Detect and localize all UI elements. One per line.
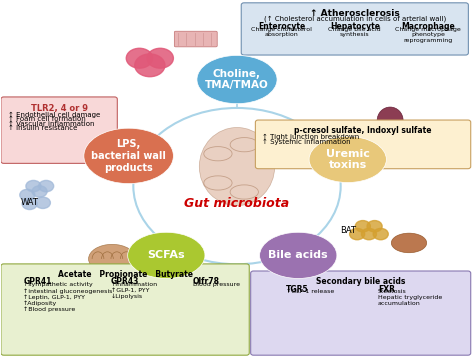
Text: Change cholesterol
absorption: Change cholesterol absorption: [251, 26, 312, 37]
Text: Olfr78: Olfr78: [193, 277, 220, 286]
Circle shape: [32, 186, 47, 197]
Ellipse shape: [199, 127, 275, 205]
FancyBboxPatch shape: [241, 3, 468, 55]
Ellipse shape: [260, 232, 337, 279]
Text: Bile acids: Bile acids: [268, 250, 328, 260]
Text: Change bile acid
synthesis: Change bile acid synthesis: [328, 26, 381, 37]
Text: WAT: WAT: [21, 198, 38, 207]
Ellipse shape: [84, 128, 173, 184]
Circle shape: [135, 54, 165, 77]
FancyBboxPatch shape: [1, 97, 117, 163]
Text: SCFAs: SCFAs: [147, 250, 185, 260]
Circle shape: [36, 197, 50, 208]
Text: GPR43: GPR43: [110, 277, 139, 286]
Text: ↑ Tight junction breakdown: ↑ Tight junction breakdown: [262, 134, 359, 140]
FancyBboxPatch shape: [251, 271, 471, 355]
Text: Hepatocyte: Hepatocyte: [330, 22, 380, 31]
Circle shape: [22, 198, 37, 209]
Text: ↑ Insulin resistance: ↑ Insulin resistance: [8, 125, 77, 131]
Circle shape: [356, 221, 370, 232]
Text: FXR: FXR: [378, 285, 395, 294]
Ellipse shape: [197, 55, 277, 104]
Circle shape: [20, 189, 35, 201]
Text: ↑ Foam cell formation: ↑ Foam cell formation: [8, 116, 85, 122]
Text: Macrophage: Macrophage: [401, 22, 455, 31]
Text: p-cresol sulfate, Indoxyl sulfate: p-cresol sulfate, Indoxyl sulfate: [294, 126, 432, 135]
FancyBboxPatch shape: [255, 120, 471, 169]
Text: Gut microbiota: Gut microbiota: [184, 197, 290, 211]
Text: ↑GLP-1 release: ↑GLP-1 release: [286, 289, 334, 294]
Circle shape: [373, 228, 388, 240]
Text: ↑ Systemic inflammation: ↑ Systemic inflammation: [262, 139, 351, 145]
Text: TLR2, 4 or 9: TLR2, 4 or 9: [31, 104, 88, 113]
Circle shape: [367, 221, 382, 232]
Text: Steatosis
Hepatic tryglyceride
accumulation: Steatosis Hepatic tryglyceride accumulat…: [378, 289, 442, 306]
Text: Blood pressure: Blood pressure: [193, 282, 240, 287]
Ellipse shape: [89, 245, 136, 274]
Text: ↑ Endothelial cell damage: ↑ Endothelial cell damage: [8, 111, 100, 118]
Ellipse shape: [392, 233, 427, 253]
Text: Choline,
TMA/TMAO: Choline, TMA/TMAO: [205, 69, 269, 90]
Circle shape: [361, 228, 376, 240]
Ellipse shape: [309, 136, 386, 183]
Text: TGR5: TGR5: [286, 285, 308, 294]
Circle shape: [350, 228, 365, 240]
Circle shape: [126, 48, 153, 68]
Text: (↑ Cholesterol accumulation in cells of arterial wall): (↑ Cholesterol accumulation in cells of …: [264, 16, 446, 22]
Text: ↑Inflammation
↑GLP-1, PYY
↓Lipolysis: ↑Inflammation ↑GLP-1, PYY ↓Lipolysis: [110, 282, 158, 299]
FancyBboxPatch shape: [1, 264, 249, 355]
Text: GPR41: GPR41: [23, 277, 52, 286]
Text: Enterocyte: Enterocyte: [258, 22, 305, 31]
Text: Uremic
toxins: Uremic toxins: [326, 149, 370, 170]
Ellipse shape: [377, 107, 403, 134]
Text: LPS,
bacterial wall
products: LPS, bacterial wall products: [91, 139, 166, 173]
Text: Acetate   Propionate   Butyrate: Acetate Propionate Butyrate: [57, 270, 192, 279]
Circle shape: [26, 180, 41, 192]
Text: ↑ Atherosclerosis: ↑ Atherosclerosis: [310, 9, 400, 18]
Circle shape: [38, 180, 54, 192]
Text: Change macrophage
phenotype
reprogramming: Change macrophage phenotype reprogrammin…: [395, 26, 461, 43]
Text: ↑ Vascular inflammation: ↑ Vascular inflammation: [8, 121, 94, 127]
Text: Secondary bile acids: Secondary bile acids: [316, 277, 405, 286]
FancyBboxPatch shape: [174, 31, 217, 47]
Ellipse shape: [128, 232, 205, 279]
Text: BAT: BAT: [340, 226, 356, 235]
Text: ↑sympathetic activity
↑intestinal gluconeogenesis
↑Leptin, GLP-1, PYY
↑Adiposity: ↑sympathetic activity ↑intestinal glucon…: [23, 282, 112, 313]
Circle shape: [147, 48, 173, 68]
